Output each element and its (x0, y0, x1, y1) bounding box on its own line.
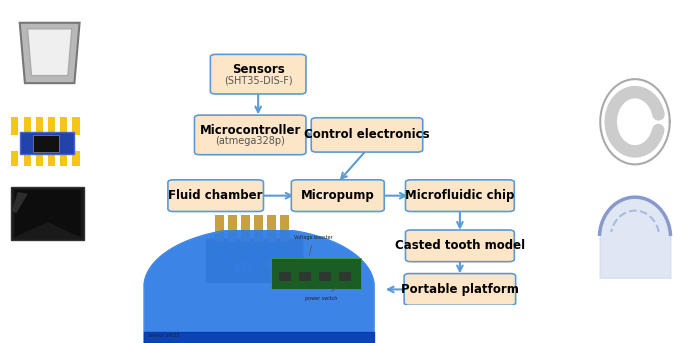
FancyBboxPatch shape (406, 230, 514, 262)
Polygon shape (27, 29, 72, 75)
Bar (338, 272, 351, 281)
FancyBboxPatch shape (210, 54, 306, 94)
Bar (73, 117, 79, 135)
Bar (299, 272, 311, 281)
Text: Microcontroller: Microcontroller (199, 123, 301, 137)
FancyBboxPatch shape (195, 115, 306, 155)
FancyBboxPatch shape (404, 274, 516, 305)
Text: power switch: power switch (305, 288, 337, 301)
FancyBboxPatch shape (168, 180, 264, 212)
Bar (60, 151, 67, 166)
Bar (280, 215, 289, 242)
Text: Control electronics: Control electronics (304, 128, 429, 141)
Text: Casted tooth model: Casted tooth model (395, 239, 525, 252)
Text: Voltage booster: Voltage booster (295, 235, 333, 256)
Bar (34, 135, 59, 152)
Bar (73, 151, 79, 166)
Polygon shape (20, 23, 79, 83)
Bar (254, 215, 263, 242)
Text: Micropump: Micropump (301, 189, 375, 202)
Bar (48, 151, 55, 166)
Bar (36, 117, 43, 135)
Bar (23, 151, 31, 166)
Text: sensor sht35: sensor sht35 (148, 329, 179, 338)
Bar (48, 117, 55, 135)
Bar (12, 117, 18, 135)
Bar (20, 132, 73, 154)
Bar (60, 117, 67, 135)
Bar (279, 272, 291, 281)
Bar (241, 215, 250, 242)
Text: (atmega328p): (atmega328p) (215, 136, 285, 146)
Text: Sensors: Sensors (232, 63, 284, 76)
Bar (12, 151, 18, 166)
Polygon shape (12, 192, 28, 213)
Bar (271, 258, 361, 289)
Bar (267, 215, 276, 242)
FancyBboxPatch shape (291, 180, 384, 212)
Text: Fluid chamber: Fluid chamber (169, 189, 263, 202)
FancyBboxPatch shape (406, 180, 514, 212)
Text: Portable platform: Portable platform (401, 283, 519, 296)
FancyBboxPatch shape (206, 239, 303, 284)
Bar (228, 215, 237, 242)
Text: (SHT35-DIS-F): (SHT35-DIS-F) (224, 75, 292, 85)
Bar (319, 272, 331, 281)
Polygon shape (14, 190, 81, 237)
FancyArrow shape (264, 259, 285, 269)
Bar (215, 215, 225, 242)
Bar (36, 151, 43, 166)
Bar (23, 117, 31, 135)
FancyBboxPatch shape (311, 118, 423, 152)
Text: Microfluidic chip: Microfluidic chip (406, 189, 514, 202)
Text: m: m (234, 258, 252, 276)
